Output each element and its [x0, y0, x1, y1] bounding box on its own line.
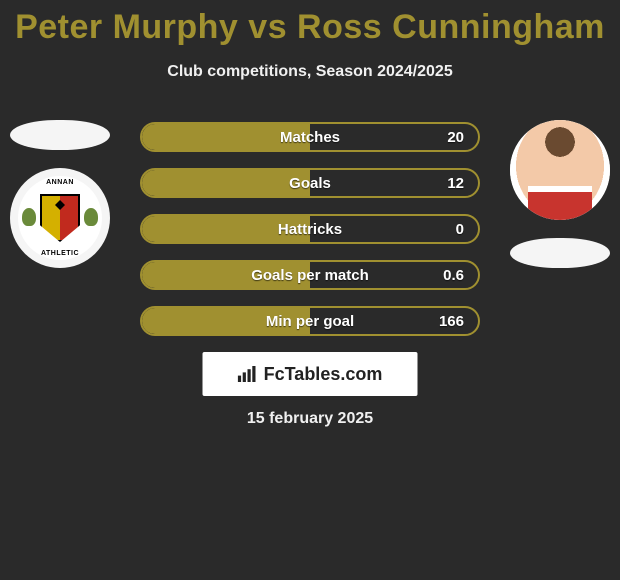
player-face-icon: [510, 120, 610, 220]
right-club-badge-placeholder: [510, 238, 610, 268]
stat-row: Hattricks 0: [140, 214, 480, 244]
subtitle: Club competitions, Season 2024/2025: [0, 63, 620, 81]
annan-athletic-badge: ANNAN ATHLETIC: [18, 176, 102, 260]
stats-table: Matches 20 Goals 12 Hattricks 0 Goals per matc…: [140, 122, 480, 352]
stat-label: Goals: [289, 175, 331, 192]
stat-label: Matches: [280, 129, 340, 146]
fctables-logo-icon: [238, 366, 258, 382]
stat-label: Goals per match: [251, 267, 369, 284]
stat-fill-bar: [142, 170, 310, 196]
stat-label: Hattricks: [278, 221, 342, 238]
left-player-column: ANNAN ATHLETIC: [10, 120, 110, 286]
stat-right-value: 0.6: [434, 267, 464, 284]
stat-right-value: 12: [434, 175, 464, 192]
left-club-badge: ANNAN ATHLETIC: [10, 168, 110, 268]
right-player-avatar: [510, 120, 610, 220]
badge-shield-icon: [40, 194, 80, 242]
stat-row: Goals per match 0.6: [140, 260, 480, 290]
page-title: Peter Murphy vs Ross Cunningham: [0, 0, 620, 47]
thistle-left-icon: [22, 208, 36, 226]
badge-text-bottom: ATHLETIC: [41, 250, 79, 257]
stat-right-value: 166: [434, 313, 464, 330]
stat-right-value: 0: [434, 221, 464, 238]
stat-row: Min per goal 166: [140, 306, 480, 336]
brand-box: FcTables.com: [203, 352, 418, 396]
thistle-right-icon: [84, 208, 98, 226]
stat-label: Min per goal: [266, 313, 354, 330]
stat-row: Goals 12: [140, 168, 480, 198]
stat-row: Matches 20: [140, 122, 480, 152]
stat-right-value: 20: [434, 129, 464, 146]
date-line: 15 february 2025: [0, 410, 620, 428]
brand-text: FcTables.com: [264, 364, 383, 385]
badge-text-top: ANNAN: [46, 179, 74, 186]
left-player-avatar-placeholder: [10, 120, 110, 150]
right-player-column: [510, 120, 610, 286]
